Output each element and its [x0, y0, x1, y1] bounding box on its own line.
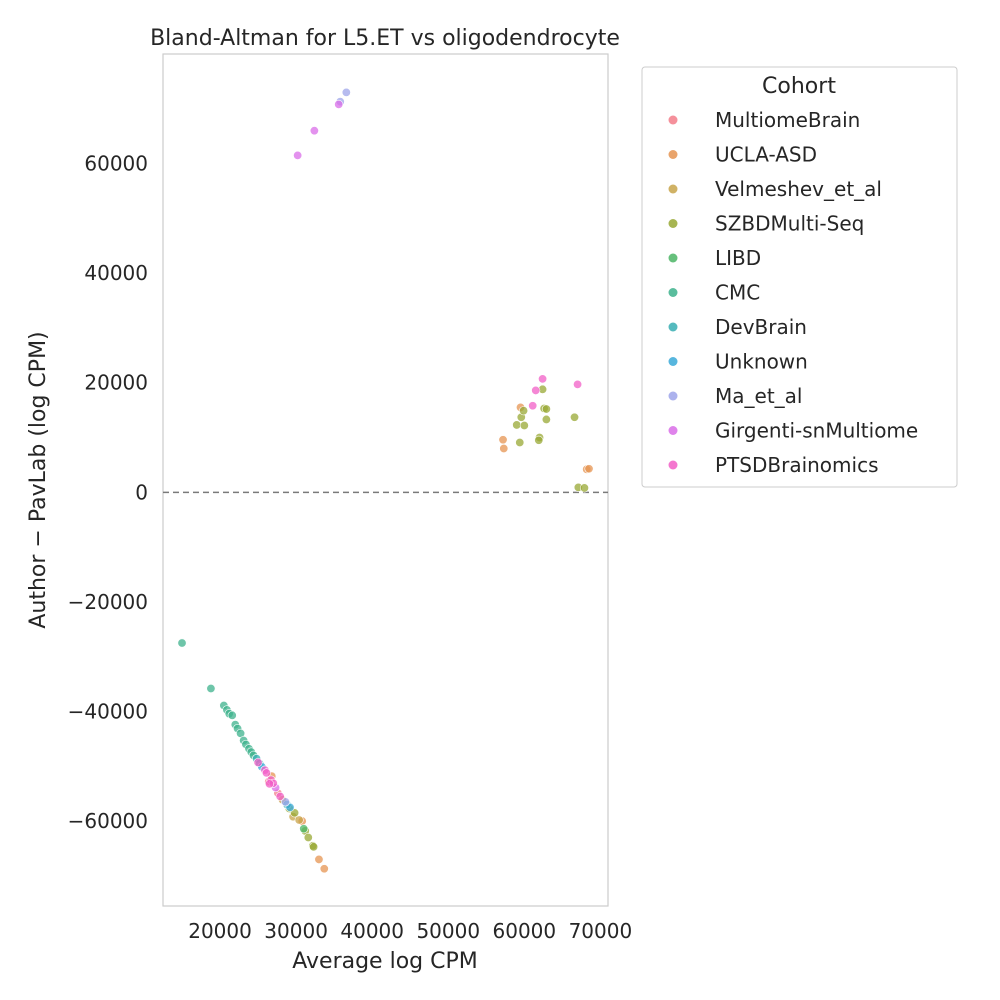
plot-area-frame — [162, 53, 609, 907]
y-tick-label: 40000 — [84, 261, 148, 285]
legend-item: Girgenti-snMultiome — [668, 419, 918, 443]
x-tick-label: 30000 — [264, 919, 328, 943]
legend-items: MultiomeBrain UCLA-ASD Velmeshev_et_al SZBD… — [668, 108, 918, 477]
legend-marker — [668, 322, 678, 332]
data-point — [206, 683, 216, 693]
data-point — [334, 99, 344, 109]
y-tick-label: 20000 — [84, 371, 148, 395]
legend-label: Velmeshev_et_al — [715, 177, 882, 201]
chart-title: Bland-Altman for L5.ET vs oligodendrocyt… — [150, 26, 620, 51]
legend-frame — [641, 66, 958, 488]
data-point — [341, 87, 351, 97]
data-point — [519, 420, 529, 430]
legend-label: Ma_et_al — [715, 384, 802, 408]
y-tick-label: 60000 — [84, 152, 148, 176]
data-point — [261, 768, 271, 778]
legend-item: MultiomeBrain — [668, 108, 860, 132]
legend-marker — [668, 184, 678, 194]
data-point — [498, 435, 508, 445]
legend-marker — [668, 219, 678, 228]
y-tick-label: −60000 — [68, 809, 148, 833]
legend-item: Unknown — [668, 350, 808, 374]
legend-item: CMC — [668, 281, 760, 305]
x-tick-label: 50000 — [416, 919, 480, 943]
x-tick-label: 60000 — [493, 919, 557, 943]
data-point — [512, 420, 522, 430]
legend-label: LIBD — [715, 246, 761, 270]
y-axis-ticks: −60000 −40000 −20000 0 20000 40000 60000 — [68, 152, 148, 833]
data-point — [275, 791, 285, 801]
legend-marker — [668, 357, 678, 366]
legend-marker — [668, 115, 678, 125]
data-point — [303, 833, 313, 843]
legend-marker — [668, 253, 678, 263]
legend-marker — [668, 426, 678, 435]
x-axis-ticks: 20000 30000 40000 50000 60000 70000 — [188, 919, 632, 943]
scatter-points — [177, 87, 594, 874]
y-axis-title: Author − PavLab (log CPM) — [26, 331, 51, 628]
data-point — [314, 854, 324, 864]
data-point — [541, 414, 551, 424]
legend-item: Ma_et_al — [668, 384, 802, 408]
legend-item: SZBDMulti-Seq — [668, 212, 864, 236]
data-point — [319, 864, 329, 874]
data-point — [534, 435, 544, 445]
legend-label: Unknown — [715, 350, 808, 374]
data-point — [579, 483, 589, 493]
data-point — [309, 126, 319, 136]
y-tick-label: 0 — [135, 480, 148, 504]
data-point — [519, 406, 529, 416]
x-tick-label: 70000 — [569, 919, 633, 943]
data-point — [299, 824, 309, 834]
data-point — [294, 815, 304, 825]
legend-label: MultiomeBrain — [715, 108, 860, 132]
data-point — [515, 437, 525, 447]
data-point — [253, 757, 263, 767]
legend-marker — [668, 288, 678, 297]
legend-marker — [668, 460, 678, 470]
x-tick-label: 40000 — [340, 919, 404, 943]
legend-item: DevBrain — [668, 315, 807, 339]
data-point — [280, 797, 290, 807]
data-point — [584, 464, 594, 474]
legend-item: UCLA-ASD — [668, 143, 817, 167]
legend-label: DevBrain — [715, 315, 807, 339]
legend-label: PTSDBrainomics — [715, 453, 879, 477]
data-point — [499, 443, 509, 453]
x-axis-title: Average log CPM — [292, 949, 477, 974]
legend-label: Girgenti-snMultiome — [715, 419, 918, 443]
data-point — [177, 638, 187, 648]
legend-item: Velmeshev_et_al — [668, 177, 882, 201]
data-point — [293, 150, 303, 160]
x-tick-label: 20000 — [188, 919, 252, 943]
legend-item: LIBD — [668, 246, 761, 270]
legend-item: PTSDBrainomics — [668, 453, 879, 477]
legend: Cohort MultiomeBrain UCLA-ASD Velmeshev_et… — [641, 66, 958, 488]
legend-marker — [668, 391, 678, 401]
data-point — [538, 374, 548, 384]
legend-marker — [668, 150, 678, 159]
data-point — [264, 779, 274, 789]
data-point — [531, 385, 541, 395]
data-point — [573, 379, 583, 389]
y-tick-label: −20000 — [68, 590, 148, 614]
data-point — [528, 401, 538, 411]
data-point — [309, 842, 319, 852]
legend-title: Cohort — [762, 74, 836, 99]
data-point — [227, 710, 237, 720]
legend-label: CMC — [715, 281, 760, 305]
legend-label: UCLA-ASD — [715, 143, 817, 167]
data-point — [570, 412, 580, 422]
legend-label: SZBDMulti-Seq — [715, 212, 864, 236]
y-tick-label: −40000 — [68, 699, 148, 723]
data-point — [541, 404, 551, 414]
